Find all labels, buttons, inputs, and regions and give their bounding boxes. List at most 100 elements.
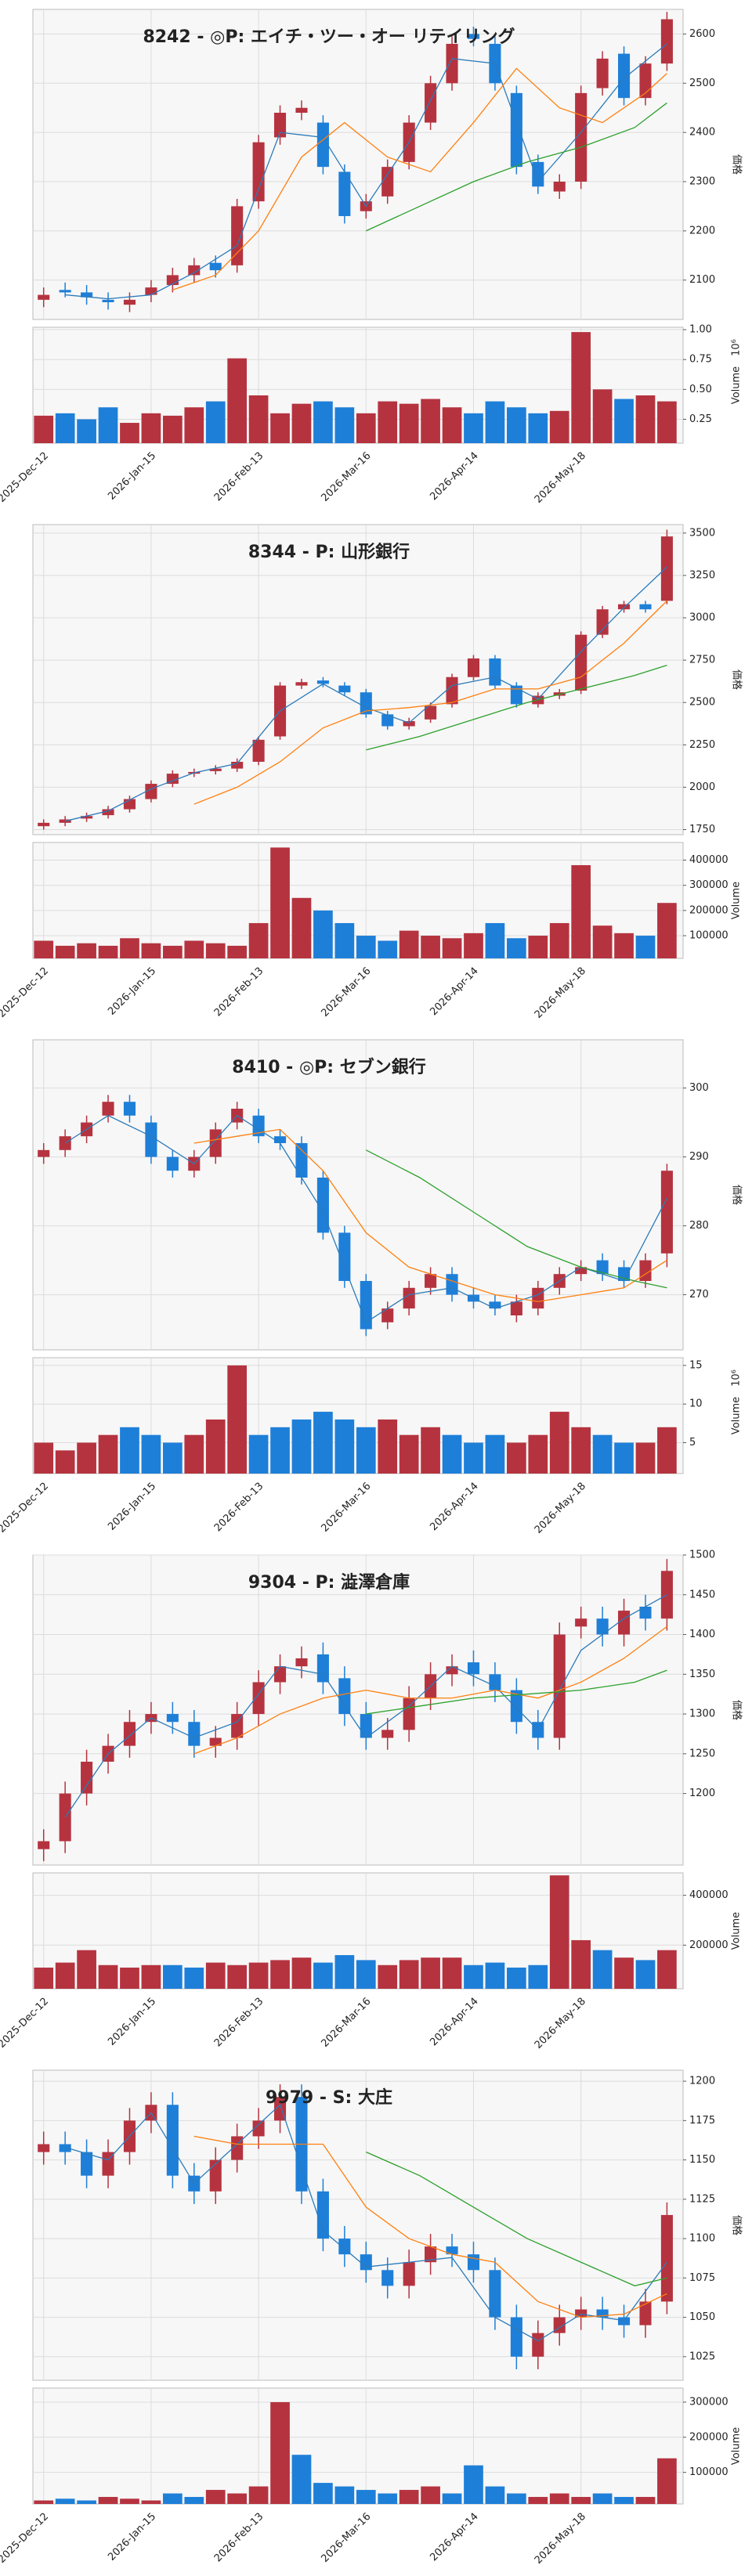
candle-body — [618, 2317, 631, 2325]
volume-tick-label: 400000 — [689, 854, 728, 866]
volume-tick-label: 0.25 — [689, 413, 712, 425]
volume-axis-label: Volume — [731, 1397, 743, 1434]
volume-bar — [334, 1955, 355, 1989]
volume-bar — [356, 413, 376, 443]
volume-exponent: 10⁶ — [731, 1369, 743, 1387]
volume-bar — [77, 1442, 96, 1474]
candle-body — [510, 685, 522, 705]
x-tick-label: 2025-Dec-12 — [0, 1996, 51, 2051]
candle-body — [510, 2317, 522, 2357]
candle-body — [660, 19, 673, 64]
volume-bar — [378, 1964, 398, 1989]
volume-bar — [334, 1419, 355, 1474]
candle-body — [532, 1287, 544, 1309]
x-tick-label: 2026-Mar-16 — [319, 2511, 373, 2565]
candle-body — [209, 1129, 222, 1157]
volume-bar — [291, 403, 312, 443]
candle-body — [166, 774, 179, 785]
y-axis-label: 価格 — [731, 1185, 743, 1205]
price-panel — [32, 1039, 684, 1351]
chart-title: 9979 - S: 大庄 — [266, 2087, 392, 2108]
volume-bar — [614, 399, 634, 443]
candle-body — [273, 1136, 287, 1143]
volume-bar — [270, 1960, 290, 1989]
moving-average — [193, 1625, 667, 1755]
x-tick-label: 2026-Mar-16 — [319, 450, 373, 504]
candle-body — [102, 299, 114, 302]
candle-body — [59, 290, 71, 293]
candle-body — [446, 1666, 458, 1675]
volume-bar — [614, 2497, 634, 2504]
volume-tick-label: 0.75 — [689, 354, 712, 366]
chart: 2025-Dec-12 2026-Jan-15 2026-Feb-13 2026-Ma… — [0, 1550, 743, 2051]
volume-bar — [592, 2493, 613, 2504]
moving-average — [64, 1114, 667, 1323]
y-tick-label: 2200 — [689, 225, 715, 236]
volume-bar — [34, 415, 54, 443]
volume-bar — [507, 938, 526, 958]
volume-bar — [485, 1962, 505, 1989]
y-axis-label: 価格 — [731, 2215, 743, 2235]
volume-bar — [270, 1427, 290, 1474]
candle-body — [510, 1690, 522, 1723]
y-axis-label: 価格 — [731, 1700, 743, 1720]
volume-tick-label: 200000 — [689, 1939, 728, 1951]
candle-body — [425, 705, 437, 720]
y-tick-label: 2750 — [689, 655, 715, 666]
y-tick-label: 3250 — [689, 569, 715, 581]
candle-body — [231, 761, 244, 769]
y-tick-label: 2400 — [689, 127, 715, 139]
candle-body — [639, 1607, 652, 1619]
candle-body — [660, 536, 673, 601]
candle-body — [81, 292, 93, 298]
moving-average — [366, 1669, 667, 1715]
volume-bar — [270, 2401, 290, 2504]
candle-body — [123, 299, 136, 305]
volume-bar — [55, 945, 75, 958]
candle-body — [660, 2214, 673, 2302]
volume-bar — [399, 930, 419, 958]
volume-tick-label: 200000 — [689, 2431, 728, 2443]
candle-body — [316, 1654, 329, 1683]
volume-bar — [592, 1434, 613, 1474]
chart-title: 9304 - P: 澁澤倉庫 — [248, 1572, 410, 1593]
candle-body — [403, 721, 415, 727]
moving-average — [193, 600, 667, 805]
volume-bar — [55, 2498, 75, 2504]
moving-average — [172, 67, 667, 290]
volume-bar — [485, 401, 505, 443]
moving-average — [365, 1149, 667, 1289]
candle-body — [316, 680, 329, 684]
candle-body — [360, 1714, 372, 1738]
x-tick-label: 2026-Apr-14 — [428, 965, 480, 1018]
x-tick-label: 2026-Feb-13 — [212, 2511, 266, 2565]
moving-average — [366, 664, 667, 751]
candle-body — [467, 1662, 480, 1675]
candle-body — [273, 113, 287, 138]
volume-bar — [635, 395, 656, 443]
volume-bar — [549, 1412, 569, 1474]
candle-body — [446, 2246, 458, 2255]
volume-bar — [55, 1962, 75, 1989]
candle-body — [81, 1762, 93, 1794]
volume-bar — [571, 864, 591, 958]
volume-bar — [421, 1427, 440, 1474]
y-tick-label: 270 — [689, 1289, 709, 1301]
volume-bar — [313, 1412, 333, 1474]
volume-bar — [614, 1957, 634, 1989]
chart: 2025-Dec-12 2026-Jan-15 2026-Feb-13 2026-Ma… — [0, 1039, 743, 1536]
volume-bar — [334, 407, 355, 443]
volume-bar — [657, 1950, 677, 1989]
volume-bar — [485, 922, 505, 958]
candle-body — [467, 34, 480, 39]
x-tick-label: 2025-Dec-12 — [0, 450, 51, 505]
volume-tick-label: 300000 — [689, 879, 728, 891]
volume-bar — [141, 1434, 161, 1474]
candle-body — [639, 604, 652, 610]
candle-body — [596, 1618, 609, 1635]
candle-body — [252, 739, 265, 762]
volume-bar — [378, 2493, 398, 2504]
candle-body — [596, 609, 609, 635]
x-tick-label: 2025-Dec-12 — [0, 1481, 51, 1535]
volume-bar — [464, 2465, 483, 2504]
